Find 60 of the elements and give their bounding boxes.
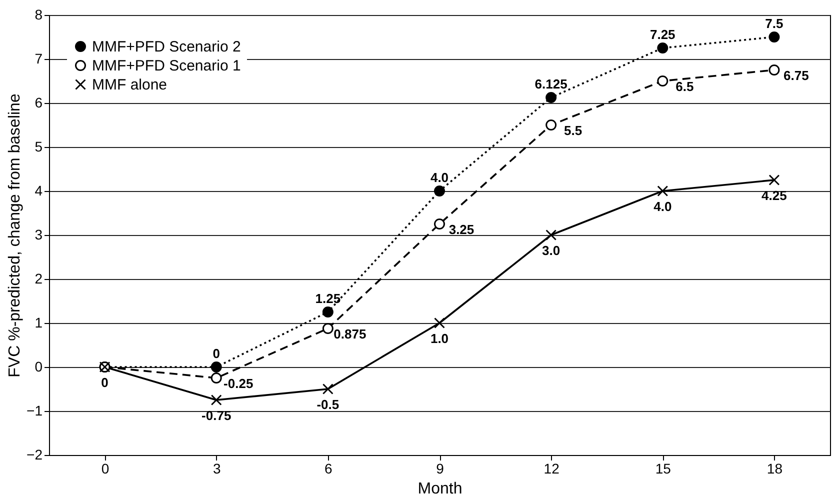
point	[210, 362, 222, 372]
y-tick-label: 2	[34, 270, 43, 286]
data-label: 7.25	[650, 27, 676, 42]
y-tick-label: 4	[34, 182, 43, 198]
point	[210, 372, 222, 384]
x-tick-label: 9	[436, 460, 444, 476]
point	[768, 174, 780, 186]
point	[546, 230, 557, 240]
point	[322, 306, 334, 318]
point	[768, 32, 780, 42]
point	[322, 384, 334, 394]
point	[768, 64, 780, 76]
legend-label: MMF+PFD Scenario 2	[92, 38, 241, 56]
data-label: -0.5	[316, 397, 340, 412]
x-tick-label: 6	[324, 460, 333, 476]
y-tick-label: 0	[34, 358, 43, 374]
data-label: 0.875	[334, 326, 366, 342]
x-tick-label: 3	[212, 460, 221, 476]
y-axis-title: FVC %-predicted, change from baseline	[6, 94, 24, 378]
data-label: 3.25	[448, 222, 474, 237]
y-tick-label: 6	[34, 94, 43, 110]
data-label: 0	[212, 346, 220, 361]
data-label: 7.5	[765, 16, 784, 31]
legend-label: MMF+PFD Scenario 1	[92, 58, 241, 74]
data-label: -0.25	[224, 376, 254, 391]
data-label: 6.75	[784, 68, 809, 83]
point	[434, 318, 445, 328]
y-tick-label: 5	[34, 138, 43, 154]
point	[657, 42, 668, 54]
point	[322, 323, 334, 334]
point	[546, 120, 557, 130]
data-label: 4.0	[430, 170, 449, 185]
data-label: 0	[101, 375, 108, 390]
data-label: 3.0	[542, 243, 560, 258]
y-tick-label: −2	[26, 446, 43, 462]
point	[434, 218, 445, 230]
data-label: 6.125	[534, 76, 568, 92]
point	[434, 186, 445, 196]
data-label: 5.5	[564, 123, 582, 138]
x-tick-label: 18	[766, 460, 783, 476]
x-tick-label: 0	[101, 460, 110, 476]
y-tick-label: 3	[34, 226, 43, 242]
data-label: 1.25	[315, 291, 341, 306]
data-label: 4.25	[762, 188, 787, 203]
data-label: 4.0	[654, 199, 672, 214]
data-label: 6.5	[676, 79, 694, 94]
point	[210, 394, 222, 406]
data-label: 1.0	[430, 331, 449, 346]
point	[657, 76, 668, 86]
legend-label: MMF alone	[92, 76, 168, 94]
point	[657, 186, 668, 196]
x-tick-label: 12	[544, 460, 560, 476]
x-tick-label: 15	[655, 460, 672, 476]
y-tick-label: 7	[34, 50, 43, 66]
x-axis-title: Month	[418, 480, 462, 498]
y-tick-label: 1	[34, 314, 43, 330]
y-tick-label: −1	[26, 402, 43, 418]
data-label: -0.75	[202, 408, 232, 423]
point	[546, 92, 557, 103]
y-tick-label: 8	[34, 6, 43, 22]
